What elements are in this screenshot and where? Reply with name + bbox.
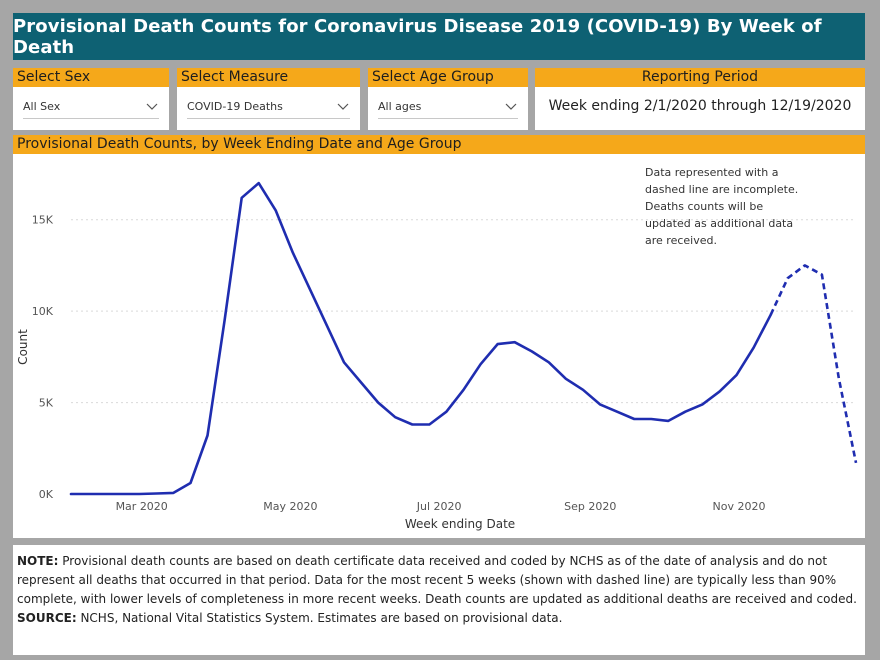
age-group-dropdown-value: All ages	[378, 99, 422, 113]
chart-header: Provisional Death Counts, by Week Ending…	[13, 135, 865, 154]
chart-note-line: dashed line are incomplete.	[645, 183, 798, 196]
sex-slicer-label: Select Sex	[13, 68, 169, 87]
source-text: NCHS, National Vital Statistics System. …	[76, 611, 563, 625]
measure-slicer: Select Measure COVID-19 Deaths	[177, 68, 360, 130]
chart-card: Provisional Death Counts, by Week Ending…	[13, 135, 865, 538]
chart-note-line: Deaths counts will be	[645, 200, 763, 213]
y-tick-label: 0K	[39, 488, 54, 501]
note-text: Provisional death counts are based on de…	[17, 554, 857, 606]
note-paragraph: NOTE: Provisional death counts are based…	[17, 552, 859, 609]
incomplete-data-note: Data represented with a dashed line are i…	[645, 166, 798, 247]
x-tick-label: Mar 2020	[116, 500, 168, 513]
x-tick-label: May 2020	[263, 500, 317, 513]
reporting-period-value: Week ending 2/1/2020 through 12/19/2020	[548, 98, 852, 114]
y-axis-label: Count	[16, 329, 30, 365]
measure-dropdown-value: COVID-19 Deaths	[187, 99, 283, 113]
chart-note-line: updated as additional data	[645, 217, 793, 230]
y-tick-label: 5K	[39, 397, 54, 410]
reporting-period-card: Reporting Period Week ending 2/1/2020 th…	[535, 68, 865, 130]
age-group-slicer-label: Select Age Group	[368, 68, 528, 87]
sex-slicer: Select Sex All Sex	[13, 68, 169, 130]
x-axis-label: Week ending Date	[405, 517, 515, 531]
chart-note-line: are received.	[645, 234, 717, 247]
age-group-slicer: Select Age Group All ages	[368, 68, 528, 130]
line-chart: 0K 5K 10K 15K Mar 2020 May 2020 Jul 2020 Sep 2…	[16, 166, 858, 531]
chevron-down-icon	[337, 103, 349, 110]
x-tick-label: Sep 2020	[564, 500, 616, 513]
reporting-period-label: Reporting Period	[535, 68, 865, 87]
x-tick-label: Nov 2020	[712, 500, 765, 513]
note-label: NOTE:	[17, 554, 59, 568]
source-paragraph: SOURCE: NCHS, National Vital Statistics …	[17, 609, 859, 628]
series-line-incomplete	[769, 264, 858, 464]
sex-dropdown-value: All Sex	[23, 99, 61, 113]
age-group-dropdown[interactable]: All ages	[378, 94, 518, 119]
note-panel: NOTE: Provisional death counts are based…	[13, 545, 865, 655]
source-label: SOURCE:	[17, 611, 77, 625]
dashboard-title: Provisional Death Counts for Coronavirus…	[13, 13, 865, 60]
y-tick-label: 15K	[32, 214, 54, 227]
y-tick-label: 10K	[32, 305, 54, 318]
chevron-down-icon	[505, 103, 517, 110]
x-tick-label: Jul 2020	[416, 500, 462, 513]
series-line-complete	[69, 181, 772, 496]
sex-dropdown[interactable]: All Sex	[23, 94, 159, 119]
chevron-down-icon	[146, 103, 158, 110]
measure-dropdown[interactable]: COVID-19 Deaths	[187, 94, 350, 119]
chart-note-line: Data represented with a	[645, 166, 778, 179]
measure-slicer-label: Select Measure	[177, 68, 360, 87]
